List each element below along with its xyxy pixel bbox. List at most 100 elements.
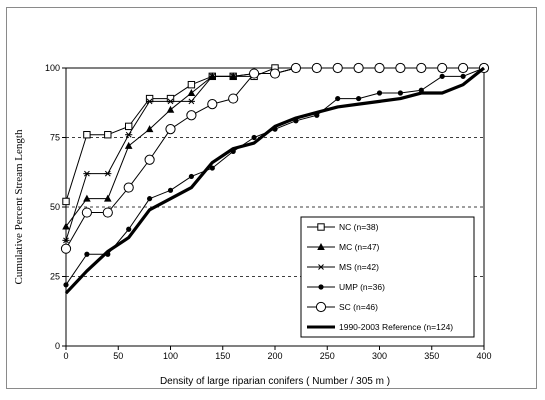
x-tick-label: 300 [372,351,387,361]
point-stroke [167,98,174,105]
point [269,68,281,79]
point [62,197,70,206]
legend-box [300,216,475,338]
legend-label: UMP (n=36) [339,282,385,292]
point [356,95,362,102]
legend-label: MC (n=47) [339,242,380,252]
point [102,207,113,218]
legend: NC (n=38) MC (n=47) MS (n=42) UMP (n=36) SC … [300,216,475,338]
point-stroke [318,264,324,270]
point [290,62,301,74]
legend-item: MS (n=42) [307,262,379,272]
point [228,93,239,104]
legend-label: NC (n=38) [339,222,379,232]
point [83,170,91,177]
series-5 [60,62,490,254]
y-tick-label: 50 [50,202,60,212]
point-stroke [209,73,216,80]
point [126,226,132,232]
point-stroke [125,131,132,138]
point [332,62,343,74]
legend-label: SC (n=46) [339,302,378,312]
point [165,124,176,135]
point-stroke [63,237,69,244]
point [104,131,112,139]
legend-item: SC (n=46) [307,301,378,313]
point [318,284,324,290]
point-stroke [84,170,90,177]
point [63,282,69,288]
y-tick-label: 100 [45,63,60,73]
point [209,165,215,171]
point [104,194,112,202]
point [208,73,216,80]
point [439,73,445,79]
y-tick-label: 75 [50,133,60,143]
point [60,243,72,254]
point [104,170,112,177]
point [395,62,406,74]
point [84,251,90,257]
point [147,196,153,202]
point [187,98,195,105]
point [187,80,196,89]
point [376,90,383,96]
legend-item: MC (n=47) [307,242,380,252]
point [145,125,154,133]
x-tick-label: 150 [215,351,230,361]
x-tick-label: 400 [476,351,491,361]
x-tick-label: 100 [163,351,178,361]
point [125,131,133,138]
point [249,68,260,79]
x-tick-label: 200 [267,351,282,361]
point-stroke [188,98,195,105]
legend-item: 1990-2003 Reference (n=124) [307,322,453,332]
point [311,62,322,74]
point [167,187,174,193]
x-axis-title: Density of large riparian conifers ( Num… [160,376,390,387]
point [146,98,154,105]
series-6 [64,66,485,295]
point-stroke [230,73,237,80]
point-stroke [146,98,153,105]
point [397,90,403,96]
point [125,122,133,131]
legend-label: MS (n=42) [339,262,379,272]
point [207,99,218,110]
point [416,62,427,74]
legend-item: NC (n=38) [307,222,379,232]
point [187,89,196,97]
point [315,301,327,313]
axes: 0 25 50 75 100 0 50 100 150 200 250 300 350 400 [45,63,492,361]
point [317,264,325,270]
point [186,110,197,121]
point [144,154,155,165]
x-tick-label: 350 [424,351,439,361]
point [353,62,364,74]
point [188,173,194,180]
point [83,131,91,139]
point [62,222,70,230]
point [83,194,91,202]
x-tick-label: 0 [63,351,68,361]
point [166,105,175,113]
series-layer [60,62,490,295]
point-stroke [104,170,111,177]
point [229,73,237,80]
y-tick-label: 25 [50,272,60,282]
x-tick-label: 50 [113,351,123,361]
point [317,243,325,250]
y-axis-title: Cumulative Percent Stream Length [13,129,25,284]
point [124,141,133,149]
point [460,73,466,79]
series-4 [63,65,487,288]
point [166,98,175,105]
point [62,237,70,244]
point [317,223,325,231]
point [374,62,385,74]
point [335,95,341,102]
legend-label: 1990-2003 Reference (n=124) [339,322,453,332]
point [123,182,134,193]
point [81,207,93,218]
